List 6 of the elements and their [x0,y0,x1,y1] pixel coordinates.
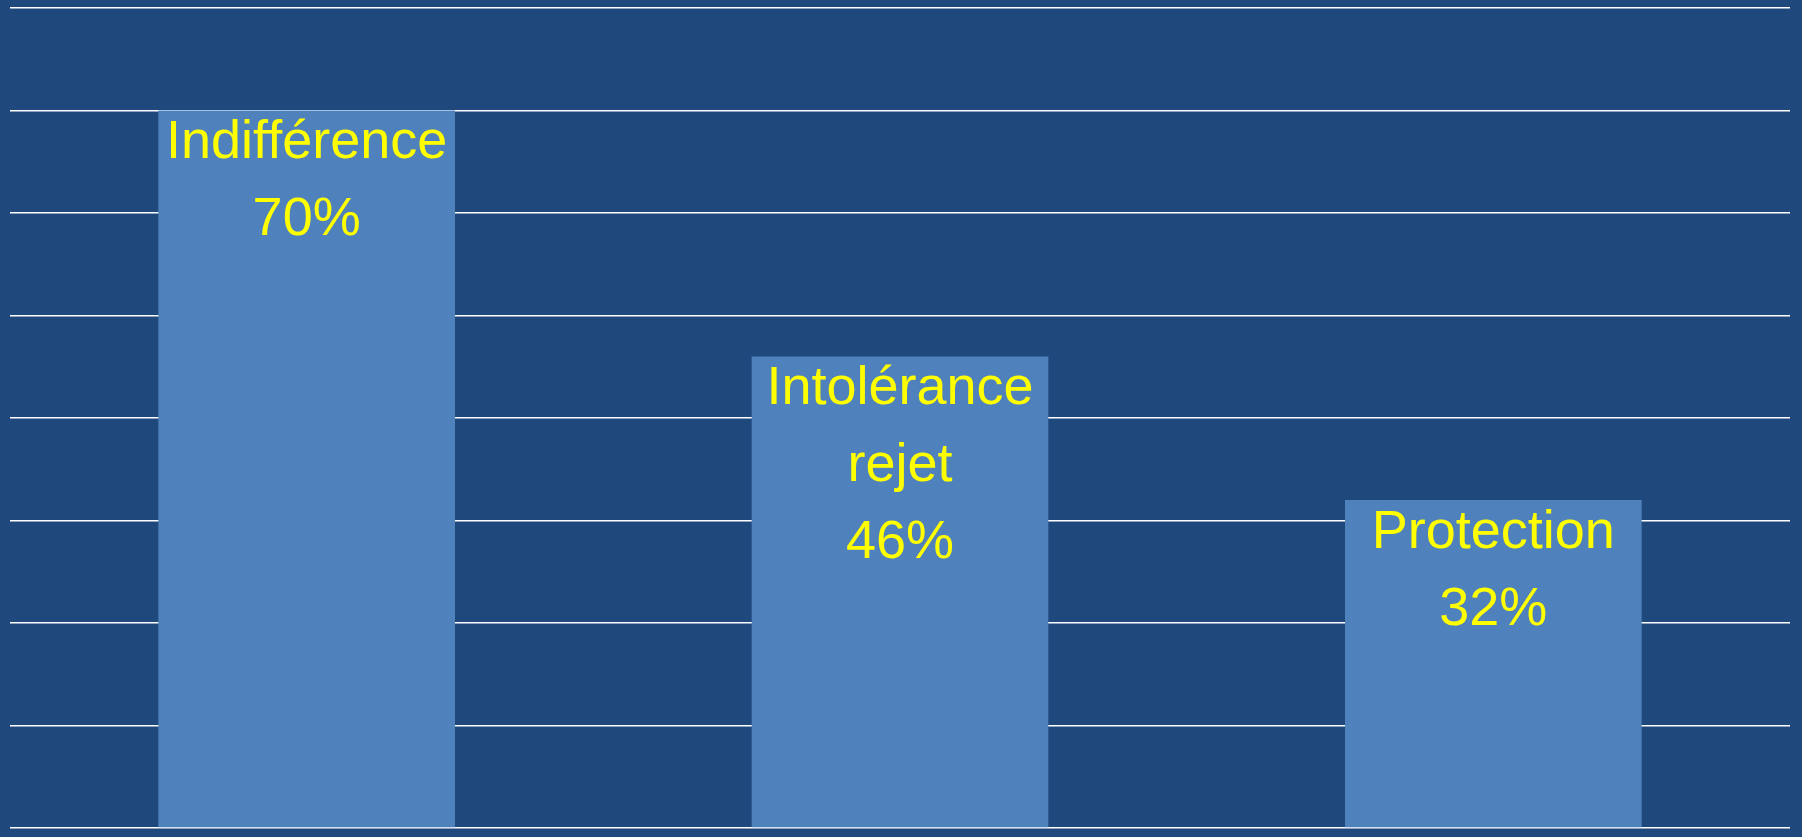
data-label: 32% [1439,575,1548,636]
x-tick-label: Indifférence [166,109,448,170]
data-label: 70% [252,186,361,247]
x-tick-label: Protection [1371,498,1615,559]
data-label: 46% [845,508,955,569]
x-tick-label: Intolérance rejet [766,355,1034,493]
